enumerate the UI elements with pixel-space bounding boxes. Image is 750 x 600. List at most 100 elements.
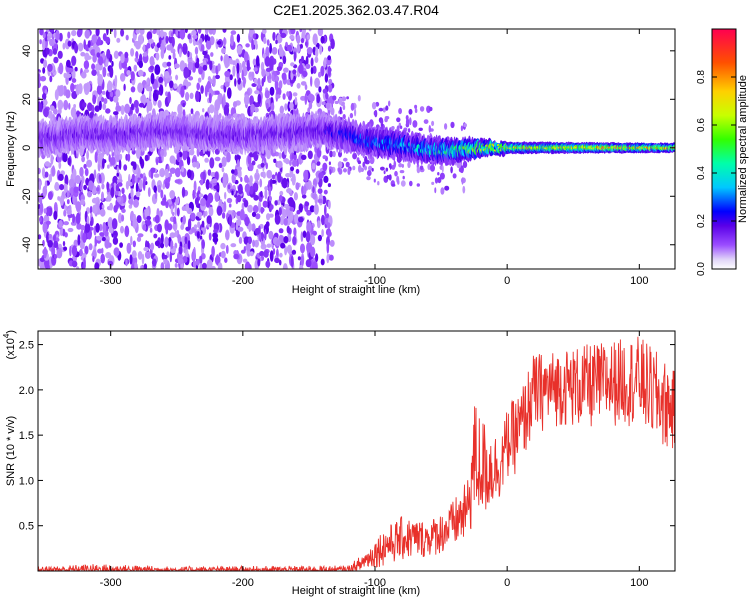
noise-cell bbox=[42, 93, 47, 100]
noise-cell bbox=[204, 29, 209, 36]
noise-cell bbox=[136, 215, 142, 224]
noise-cell bbox=[207, 36, 211, 41]
noise-cell bbox=[278, 80, 283, 90]
noise-cell bbox=[79, 100, 84, 110]
noise-cell bbox=[288, 197, 294, 207]
noise-cell bbox=[275, 94, 281, 99]
noise-cell bbox=[118, 212, 123, 224]
noise-cell bbox=[129, 97, 132, 104]
noise-cell bbox=[81, 71, 87, 79]
noise-cell bbox=[45, 47, 50, 55]
noise-cell bbox=[192, 34, 198, 40]
noise-cell bbox=[347, 168, 351, 175]
noise-cell bbox=[91, 34, 98, 44]
noise-cell bbox=[178, 245, 183, 255]
noise-cell bbox=[302, 29, 306, 35]
noise-cell bbox=[199, 179, 204, 186]
noise-cell bbox=[292, 92, 298, 97]
noise-cell bbox=[173, 157, 176, 166]
noise-cell bbox=[151, 258, 157, 267]
noise-cell bbox=[309, 205, 315, 213]
noise-cell bbox=[281, 72, 287, 81]
noise-cell bbox=[257, 258, 261, 267]
noise-cell bbox=[253, 78, 258, 85]
noise-cell bbox=[317, 198, 323, 204]
noise-cell bbox=[244, 216, 250, 227]
noise-cell bbox=[236, 194, 242, 203]
noise-cell bbox=[102, 66, 107, 78]
noise-cell bbox=[105, 108, 111, 114]
noise-cell bbox=[306, 242, 312, 253]
noise-cell bbox=[225, 244, 229, 254]
noise-cell bbox=[206, 261, 212, 269]
noise-cell bbox=[339, 106, 342, 115]
noise-cell bbox=[141, 253, 145, 265]
noise-cell bbox=[73, 186, 79, 193]
noise-cell bbox=[133, 64, 138, 72]
noise-cell bbox=[157, 223, 162, 233]
noise-cell bbox=[97, 73, 104, 85]
noise-cell bbox=[64, 204, 67, 211]
noise-cell bbox=[310, 246, 316, 258]
noise-cell bbox=[96, 84, 102, 95]
noise-cell bbox=[134, 262, 138, 269]
noise-cell bbox=[86, 150, 89, 160]
noise-cell bbox=[139, 29, 145, 35]
noise-cell bbox=[66, 208, 72, 216]
noise-cell bbox=[135, 191, 141, 198]
noise-cell bbox=[409, 117, 412, 126]
noise-cell bbox=[405, 118, 410, 126]
noise-cell bbox=[135, 40, 141, 50]
noise-cell bbox=[318, 86, 322, 93]
noise-cell bbox=[269, 43, 272, 54]
noise-cell bbox=[38, 73, 41, 84]
noise-cell bbox=[158, 76, 164, 83]
noise-cell bbox=[105, 59, 109, 67]
noise-cell bbox=[213, 228, 218, 234]
noise-cell bbox=[115, 105, 122, 112]
noise-cell bbox=[254, 172, 260, 181]
noise-cell bbox=[223, 201, 227, 213]
noise-cell bbox=[101, 191, 104, 202]
noise-cell bbox=[278, 194, 283, 202]
noise-cell bbox=[265, 46, 270, 59]
noise-cell bbox=[283, 218, 288, 226]
noise-cell bbox=[294, 96, 298, 106]
noise-cell bbox=[305, 63, 311, 69]
noise-cell bbox=[290, 166, 295, 172]
noise-cell bbox=[58, 220, 63, 228]
noise-cell bbox=[202, 108, 205, 113]
noise-cell bbox=[233, 168, 238, 176]
noise-cell bbox=[304, 41, 308, 47]
noise-cell bbox=[239, 208, 245, 221]
noise-cell bbox=[264, 229, 267, 241]
noise-cell bbox=[202, 171, 206, 183]
noise-cell bbox=[300, 37, 305, 44]
noise-cell bbox=[271, 174, 276, 180]
noise-cell bbox=[304, 93, 308, 106]
noise-cell bbox=[396, 117, 401, 123]
noise-cell bbox=[38, 181, 42, 186]
noise-cell bbox=[271, 47, 278, 55]
noise-cell bbox=[236, 33, 241, 43]
noise-cell bbox=[53, 108, 58, 115]
noise-cell bbox=[249, 95, 255, 107]
noise-cell bbox=[71, 29, 77, 37]
noise-cell bbox=[284, 103, 288, 111]
noise-cell bbox=[343, 168, 347, 173]
noise-cell bbox=[67, 157, 71, 166]
noise-cell bbox=[135, 29, 140, 35]
noise-cell bbox=[146, 31, 153, 41]
noise-cell bbox=[214, 255, 221, 266]
noise-cell bbox=[132, 240, 136, 248]
noise-cell bbox=[437, 172, 440, 176]
noise-cell bbox=[207, 169, 212, 176]
noise-cell bbox=[292, 236, 297, 246]
noise-cell bbox=[276, 160, 283, 169]
noise-cell bbox=[284, 245, 288, 256]
noise-cell bbox=[185, 91, 190, 102]
noise-cell bbox=[87, 102, 93, 112]
noise-cell bbox=[300, 95, 306, 101]
noise-cell bbox=[301, 194, 307, 199]
